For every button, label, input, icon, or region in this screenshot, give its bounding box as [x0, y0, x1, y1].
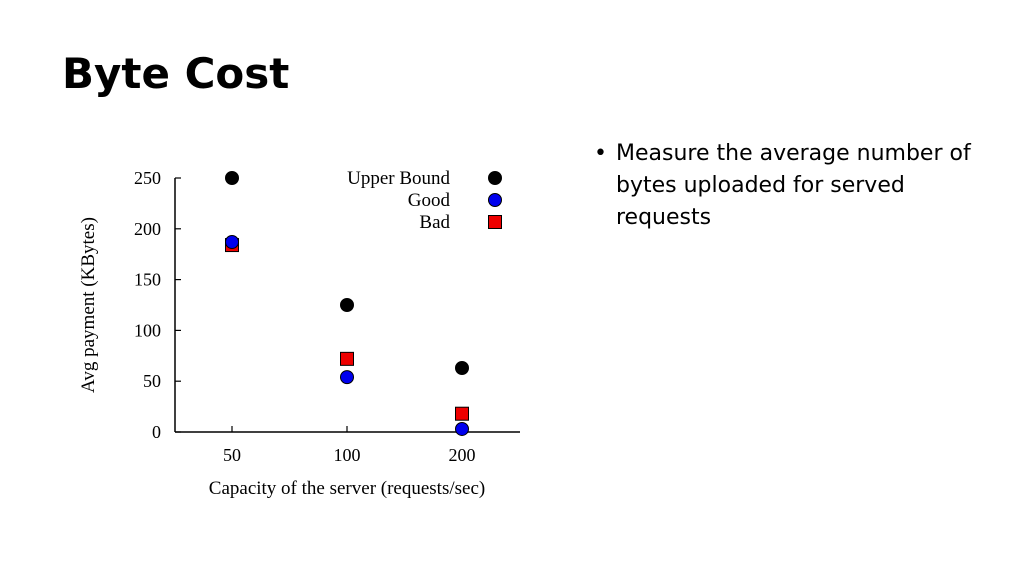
x-tick-label: 200	[449, 445, 476, 465]
point-bad	[340, 351, 354, 366]
y-tick-label: 200	[134, 219, 161, 239]
y-tick-label: 0	[152, 422, 161, 442]
point-good	[340, 370, 354, 385]
y-axis-label: Avg payment (KBytes)	[78, 217, 99, 393]
chart-marks	[225, 171, 469, 436]
x-axis-label: Capacity of the server (requests/sec)	[209, 478, 485, 499]
point-good	[225, 235, 239, 250]
y-tick-label: 150	[134, 270, 161, 290]
legend-label: Bad	[419, 212, 450, 233]
legend-label: Upper Bound	[347, 168, 450, 189]
point-upper-bound	[340, 298, 354, 312]
bullet-list: Measure the average number of bytes uplo…	[592, 138, 992, 234]
y-tick-label: 50	[143, 371, 161, 391]
legend-marker	[488, 171, 502, 185]
scatter-chart: 0 50 100 150 200 250 50 100 200 Upper BoundGoodB…	[78, 168, 520, 499]
point-upper-bound	[225, 171, 239, 185]
y-tick-label: 100	[134, 320, 161, 340]
bullet-item: Measure the average number of bytes uplo…	[592, 138, 992, 234]
x-tick-label: 100	[334, 445, 361, 465]
y-tick-label: 250	[134, 168, 161, 188]
legend-marker	[488, 193, 502, 207]
point-bad	[455, 406, 469, 421]
point-good	[455, 421, 469, 436]
legend-marker	[488, 215, 502, 229]
point-upper-bound	[455, 360, 469, 375]
slide-title: Byte Cost	[62, 49, 290, 98]
x-tick-label: 50	[223, 445, 241, 465]
legend-label: Good	[408, 190, 451, 211]
